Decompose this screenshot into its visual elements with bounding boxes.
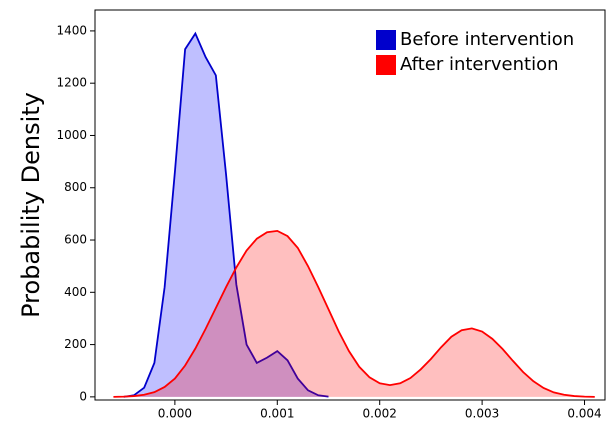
y-tick-label: 400 [64,285,87,299]
x-tick-label: 0.003 [465,407,499,421]
x-tick-label: 0.000 [158,407,192,421]
density-area [113,230,595,397]
density-line [113,229,595,398]
y-tick-label: 600 [64,233,87,247]
plot-frame [94,9,606,401]
density-area [123,33,329,397]
y-axis-label: Probability Density [17,92,45,318]
y-tick-label: 0 [79,389,87,403]
y-tick-label: 1400 [56,23,87,37]
x-tick-label: 0.002 [363,407,397,421]
legend-swatch [376,55,396,75]
y-tick-label: 1000 [56,128,87,142]
legend-swatch [376,30,396,50]
legend-label: Before intervention [400,29,574,50]
legend-label: After intervention [400,54,559,75]
y-tick-label: 800 [64,180,87,194]
density-line [123,31,329,398]
x-tick-label: 0.001 [260,407,294,421]
x-tick-label: 0.004 [567,407,601,421]
y-tick-label: 200 [64,337,87,351]
y-tick-label: 1200 [56,76,87,90]
